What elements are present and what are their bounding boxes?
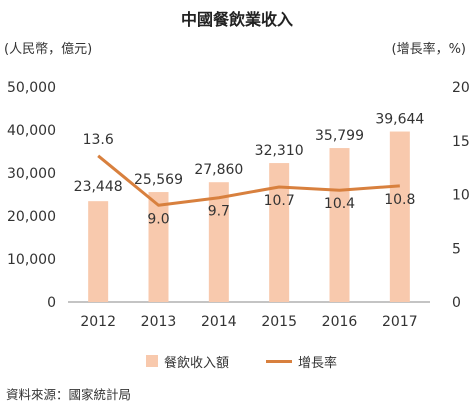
bar-value-label: 35,799 bbox=[315, 128, 364, 144]
left-axis-tick-label: 10,000 bbox=[7, 252, 56, 268]
left-axis-unit-label: (人民幣，億元) bbox=[4, 42, 93, 57]
line-value-label: 10.8 bbox=[384, 192, 415, 208]
bar-value-label: 23,448 bbox=[74, 179, 123, 195]
bar bbox=[88, 201, 109, 302]
line-value-label: 9.7 bbox=[208, 204, 230, 220]
x-axis-tick-label: 2014 bbox=[201, 314, 237, 330]
right-axis-tick-label: 10 bbox=[452, 188, 470, 204]
bar-value-label: 25,569 bbox=[134, 172, 183, 188]
right-axis-tick-label: 20 bbox=[452, 80, 470, 96]
legend-line-label: 增長率 bbox=[298, 356, 338, 371]
bar-value-label: 39,644 bbox=[375, 112, 424, 128]
left-axis-tick-label: 40,000 bbox=[7, 123, 56, 139]
x-axis-tick-label: 2012 bbox=[80, 314, 116, 330]
bar bbox=[269, 163, 290, 302]
line-value-label: 13.6 bbox=[83, 132, 114, 148]
x-axis-tick-label: 2016 bbox=[322, 314, 358, 330]
legend-line-swatch bbox=[266, 360, 292, 363]
chart-title: 中國餐飲業收入 bbox=[180, 10, 293, 29]
right-axis-tick-label: 5 bbox=[452, 241, 461, 257]
line-value-label: 9.0 bbox=[147, 211, 169, 227]
right-axis-unit-label: (增長率，%) bbox=[391, 42, 467, 57]
bar bbox=[208, 182, 229, 302]
growth-rate-line bbox=[97, 154, 400, 207]
bar bbox=[148, 192, 169, 302]
line-value-label: 10.4 bbox=[324, 196, 355, 212]
left-axis-tick-label: 30,000 bbox=[7, 166, 56, 182]
x-axis-tick-label: 2017 bbox=[382, 314, 418, 330]
legend-bar-label: 餐飲收入額 bbox=[164, 356, 230, 371]
x-axis-tick-label: 2013 bbox=[141, 314, 177, 330]
line-value-label: 10.7 bbox=[264, 193, 295, 209]
right-axis-tick-label: 15 bbox=[452, 134, 470, 150]
source-note: 資料來源：國家統計局 bbox=[6, 387, 132, 402]
bar bbox=[329, 148, 350, 302]
bar-value-label: 27,860 bbox=[194, 162, 243, 178]
legend-bar-swatch bbox=[146, 355, 158, 367]
right-axis-tick-label: 0 bbox=[452, 295, 461, 311]
x-axis-tick-label: 2015 bbox=[261, 314, 297, 330]
left-axis-tick-label: 50,000 bbox=[7, 80, 56, 96]
bar bbox=[389, 131, 410, 302]
left-axis-tick-label: 0 bbox=[47, 295, 56, 311]
left-axis-tick-label: 20,000 bbox=[7, 209, 56, 225]
bar-value-label: 32,310 bbox=[255, 143, 304, 159]
